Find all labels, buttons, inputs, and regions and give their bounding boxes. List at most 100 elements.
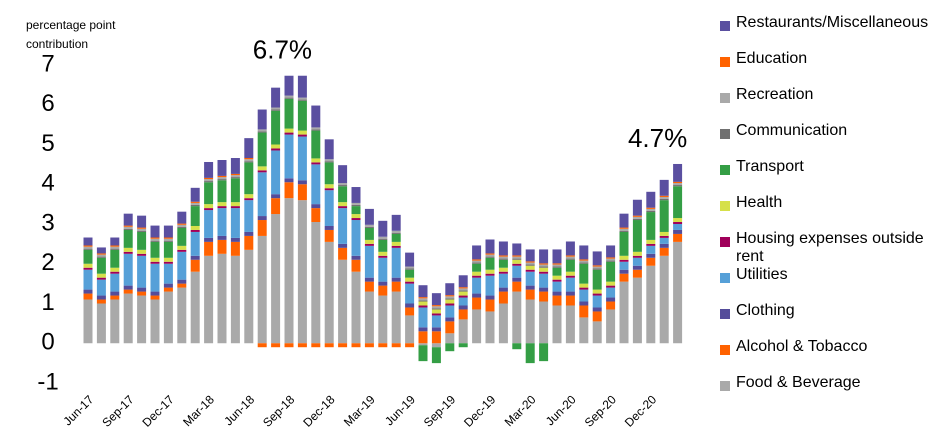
bar-segment <box>257 170 267 173</box>
bar-segment <box>472 293 482 298</box>
bar-segment <box>485 257 495 270</box>
bar-segment <box>150 261 160 264</box>
bar-segment <box>271 343 281 348</box>
bar-segment <box>378 251 388 256</box>
annotation: 4.7% <box>628 123 687 153</box>
bar-segment <box>431 306 441 309</box>
bar-segment <box>445 317 455 322</box>
bar-segment <box>204 182 214 205</box>
bar-segment <box>190 202 200 205</box>
bar-segment <box>230 178 240 203</box>
bar-segment <box>619 230 629 232</box>
bar-segment <box>230 177 240 179</box>
bar-segment <box>659 231 669 236</box>
bar-segment <box>579 287 589 290</box>
bar-segment <box>405 283 415 304</box>
bar-segment <box>338 202 348 207</box>
legend-label: Housing expenses outside rent <box>736 230 924 265</box>
bar-segment <box>619 255 629 260</box>
bar-segment <box>96 273 106 278</box>
bar-segment <box>458 295 468 298</box>
bar-segment <box>244 159 254 162</box>
bar-segment <box>190 187 200 202</box>
bar-segment <box>204 241 214 256</box>
bar-segment <box>297 99 307 101</box>
bar-segment <box>659 255 669 344</box>
bar-segment <box>244 138 254 159</box>
legend-label: Clothing <box>736 302 795 319</box>
bar-segment <box>190 259 200 272</box>
bar-segment <box>123 228 133 230</box>
x-tick-label: Mar-19 <box>341 392 378 429</box>
bar-segment <box>485 269 495 274</box>
bar-segment <box>83 237 93 246</box>
bar-segment <box>177 245 187 250</box>
bar-segment <box>606 285 616 288</box>
bar-segment <box>378 343 388 348</box>
bar-segment <box>659 179 669 196</box>
bar-segment <box>110 245 120 247</box>
bar-segment <box>498 303 508 344</box>
bar-segment <box>539 249 549 264</box>
bar-segment <box>445 305 455 318</box>
bar-segment <box>244 235 254 250</box>
bar-segment <box>311 164 321 205</box>
bar-segment <box>565 258 575 260</box>
bar-segment <box>190 229 200 232</box>
bar-segment <box>204 161 214 178</box>
bar-segment <box>525 269 535 272</box>
bar-segment <box>552 295 562 306</box>
bar-segment <box>271 109 281 111</box>
bar-segment <box>579 259 589 261</box>
bar-segment <box>204 179 214 182</box>
bar-segment <box>565 295 575 306</box>
bar-segment <box>485 299 495 312</box>
bar-segment <box>431 343 441 348</box>
bar-segment <box>592 311 602 322</box>
bar-segment <box>311 105 321 128</box>
bar-segment <box>364 226 374 228</box>
bar-segment <box>150 238 160 241</box>
bar-segment <box>311 162 321 165</box>
bar-segment <box>257 172 267 217</box>
bar-segment <box>351 187 361 203</box>
bar-segment <box>257 343 267 348</box>
bar-segment <box>150 241 160 258</box>
bar-segment <box>324 162 334 185</box>
bar-segment <box>217 235 227 240</box>
bar-segment <box>619 281 629 344</box>
bar-segment <box>177 249 187 252</box>
bar-segment <box>646 243 656 246</box>
bar-segment <box>338 185 348 187</box>
bar-segment <box>606 281 616 286</box>
bar-segment <box>257 109 267 130</box>
bar-segment <box>150 263 160 292</box>
bar-segment <box>391 233 401 242</box>
bar-segment <box>83 263 93 268</box>
bar-segment <box>673 222 683 224</box>
bar-segment <box>632 269 642 278</box>
bar-segment <box>244 194 254 199</box>
bar-segment <box>659 243 669 248</box>
bar-segment <box>445 343 455 352</box>
bar-segment <box>257 129 267 132</box>
bar-segment <box>244 200 254 232</box>
x-tick-label: Mar-20 <box>502 392 539 429</box>
bar-segment <box>579 289 589 302</box>
bar-segment <box>230 241 240 256</box>
bar-segment <box>284 134 294 179</box>
bar-segment <box>110 248 120 250</box>
bar-segment <box>257 131 267 133</box>
legend: Restaurants/Miscellaneous Education Recrea… <box>720 14 950 410</box>
legend-item: Transport <box>720 158 950 194</box>
bar-segment <box>472 262 482 264</box>
bar-segment <box>271 150 281 195</box>
bar-segment <box>498 255 508 257</box>
bar-segment <box>646 208 656 211</box>
bar-segment <box>498 287 508 292</box>
bar-segment <box>431 327 441 332</box>
bar-segment <box>445 321 455 334</box>
bar-segment <box>525 299 535 344</box>
bar-segment <box>418 298 428 301</box>
